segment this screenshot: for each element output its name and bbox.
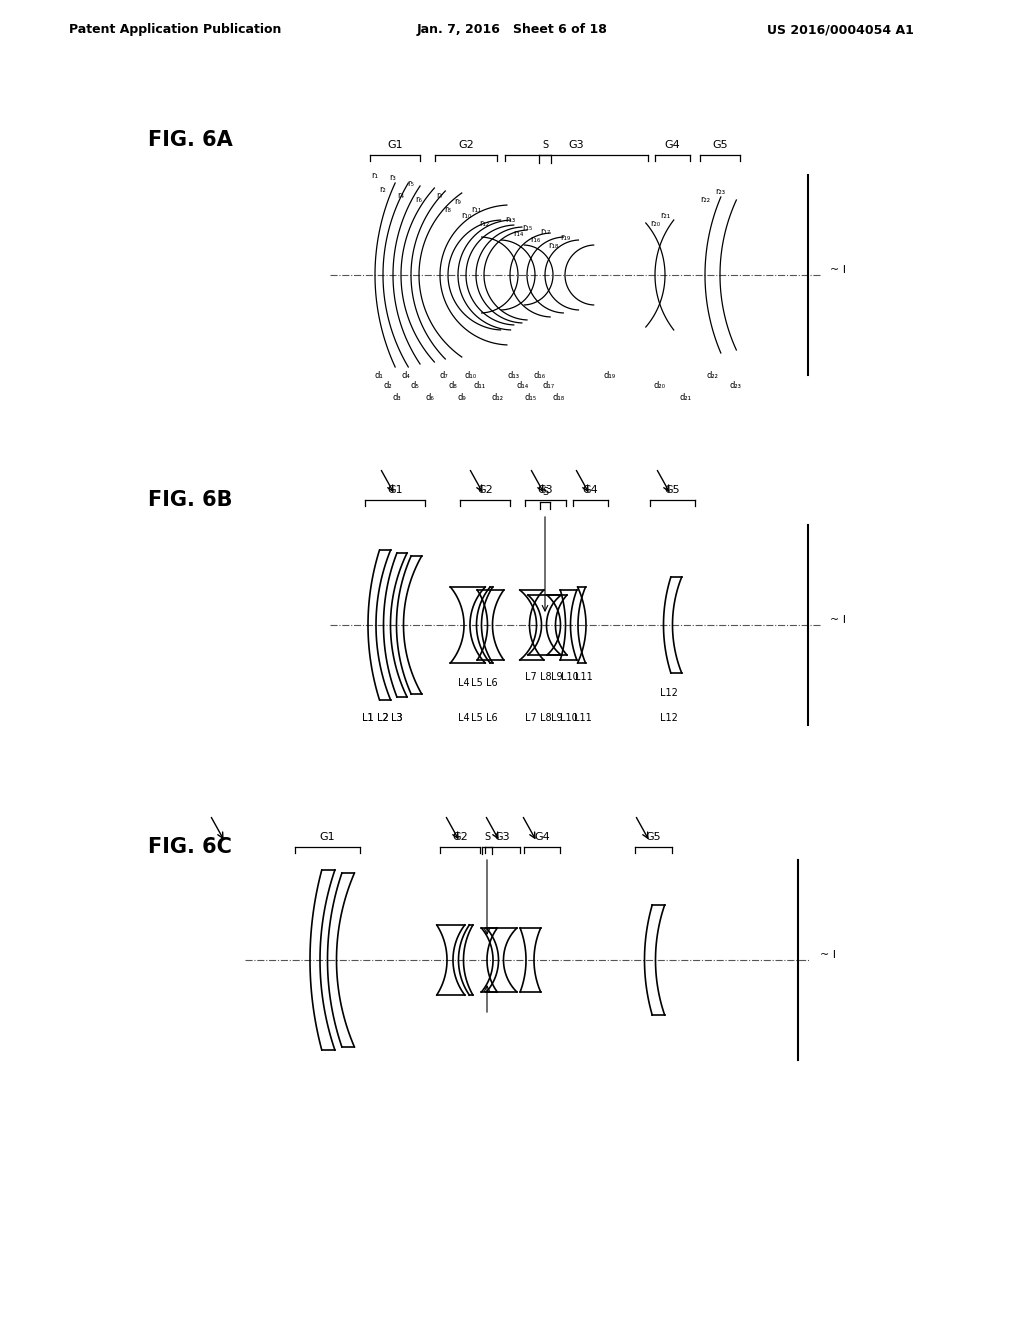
- Text: d₁₃: d₁₃: [508, 371, 520, 380]
- Text: r₂: r₂: [380, 186, 386, 194]
- Text: d₇: d₇: [439, 371, 449, 380]
- Text: L10: L10: [561, 672, 579, 682]
- Text: d₂₃: d₂₃: [729, 381, 741, 391]
- Text: r₂₃: r₂₃: [715, 187, 725, 197]
- Text: L5: L5: [471, 678, 483, 688]
- Text: r₁₅: r₁₅: [522, 223, 532, 231]
- Text: L8: L8: [541, 672, 552, 682]
- Text: L7: L7: [525, 672, 537, 682]
- Text: d₁₀: d₁₀: [465, 371, 477, 380]
- Text: d₅: d₅: [411, 381, 420, 391]
- Text: FIG. 6A: FIG. 6A: [148, 129, 232, 150]
- Text: G2: G2: [477, 484, 493, 495]
- Text: d₁₄: d₁₄: [516, 381, 528, 391]
- Text: L3: L3: [391, 713, 402, 723]
- Text: G5: G5: [646, 832, 662, 842]
- Text: G4: G4: [583, 484, 598, 495]
- Text: r₁₆: r₁₆: [529, 235, 540, 244]
- Text: d₆: d₆: [425, 392, 434, 401]
- Text: G3: G3: [538, 484, 553, 495]
- Text: r₆: r₆: [416, 195, 423, 205]
- Text: r₁₀: r₁₀: [461, 211, 471, 220]
- Text: G3: G3: [495, 832, 510, 842]
- Text: d₂₂: d₂₂: [707, 371, 719, 380]
- Text: S: S: [542, 140, 548, 150]
- Text: r₁₄: r₁₄: [513, 230, 523, 239]
- Text: L2: L2: [377, 713, 389, 723]
- Text: ~ I: ~ I: [830, 615, 846, 624]
- Text: L6: L6: [486, 713, 498, 723]
- Text: G2: G2: [453, 832, 468, 842]
- Text: r₂₂: r₂₂: [700, 195, 710, 205]
- Text: d₃: d₃: [392, 392, 401, 401]
- Text: r₅: r₅: [408, 178, 415, 187]
- Text: r₉: r₉: [455, 198, 462, 206]
- Text: G2: G2: [458, 140, 474, 150]
- Text: L5: L5: [471, 713, 483, 723]
- Text: L6: L6: [486, 678, 498, 688]
- Text: d₄: d₄: [401, 371, 411, 380]
- Text: d₁₈: d₁₈: [553, 392, 565, 401]
- Text: d₁₅: d₁₅: [525, 392, 537, 401]
- Text: G4: G4: [535, 832, 550, 842]
- Text: r₁₇: r₁₇: [540, 227, 550, 236]
- Text: r₈: r₈: [444, 206, 452, 214]
- Text: d₈: d₈: [449, 381, 458, 391]
- Text: S: S: [542, 487, 548, 498]
- Text: L12: L12: [660, 713, 678, 723]
- Text: S: S: [484, 832, 490, 842]
- Text: d₁: d₁: [375, 371, 383, 380]
- Text: r₇: r₇: [436, 190, 443, 199]
- Text: G5: G5: [665, 484, 680, 495]
- Text: G3: G3: [568, 140, 585, 150]
- Text: d₂₀: d₂₀: [654, 381, 666, 391]
- Text: r₁₈: r₁₈: [548, 242, 558, 251]
- Text: d₁₁: d₁₁: [474, 381, 486, 391]
- Text: L4: L4: [458, 713, 470, 723]
- Text: d₁₂: d₁₂: [490, 392, 503, 401]
- Text: G5: G5: [712, 140, 728, 150]
- Text: d₁₇: d₁₇: [543, 381, 555, 391]
- Text: r₂₀: r₂₀: [650, 219, 660, 227]
- Text: ~ I: ~ I: [830, 265, 846, 275]
- Text: r₃: r₃: [389, 173, 396, 182]
- Text: L9: L9: [551, 713, 563, 723]
- Text: r₁₂: r₁₂: [479, 219, 489, 227]
- Text: r₁₉: r₁₉: [560, 232, 570, 242]
- Text: r₂₁: r₂₁: [659, 210, 670, 219]
- Text: d₂: d₂: [384, 381, 392, 391]
- Text: L11: L11: [575, 672, 593, 682]
- Text: r₄: r₄: [397, 190, 404, 199]
- Text: G1: G1: [319, 832, 335, 842]
- Text: Jan. 7, 2016   Sheet 6 of 18: Jan. 7, 2016 Sheet 6 of 18: [417, 24, 607, 37]
- Text: US 2016/0004054 A1: US 2016/0004054 A1: [767, 24, 913, 37]
- Text: r₁₃: r₁₃: [505, 214, 515, 223]
- Text: r₁₁: r₁₁: [471, 205, 481, 214]
- Text: r₁: r₁: [372, 170, 379, 180]
- Text: L7: L7: [525, 713, 537, 723]
- Text: L2: L2: [377, 713, 389, 723]
- Text: G1: G1: [387, 484, 402, 495]
- Text: Patent Application Publication: Patent Application Publication: [69, 24, 282, 37]
- Text: d₂₁: d₂₁: [679, 392, 691, 401]
- Text: d₁₉: d₁₉: [604, 371, 616, 380]
- Text: L12: L12: [660, 688, 678, 698]
- Text: L9: L9: [551, 672, 563, 682]
- Text: ~ I: ~ I: [820, 950, 836, 960]
- Text: FIG. 6B: FIG. 6B: [148, 490, 232, 510]
- Text: FIG. 6C: FIG. 6C: [148, 837, 231, 857]
- Text: G4: G4: [665, 140, 680, 150]
- Text: G1: G1: [387, 140, 402, 150]
- Text: L11: L11: [574, 713, 592, 723]
- Text: L3: L3: [391, 713, 402, 723]
- Text: L1: L1: [362, 713, 374, 723]
- Text: d₁₆: d₁₆: [534, 371, 546, 380]
- Text: L1: L1: [362, 713, 374, 723]
- Text: d₉: d₉: [458, 392, 466, 401]
- Text: L4: L4: [458, 678, 470, 688]
- Text: L8: L8: [541, 713, 552, 723]
- Text: L10: L10: [560, 713, 578, 723]
